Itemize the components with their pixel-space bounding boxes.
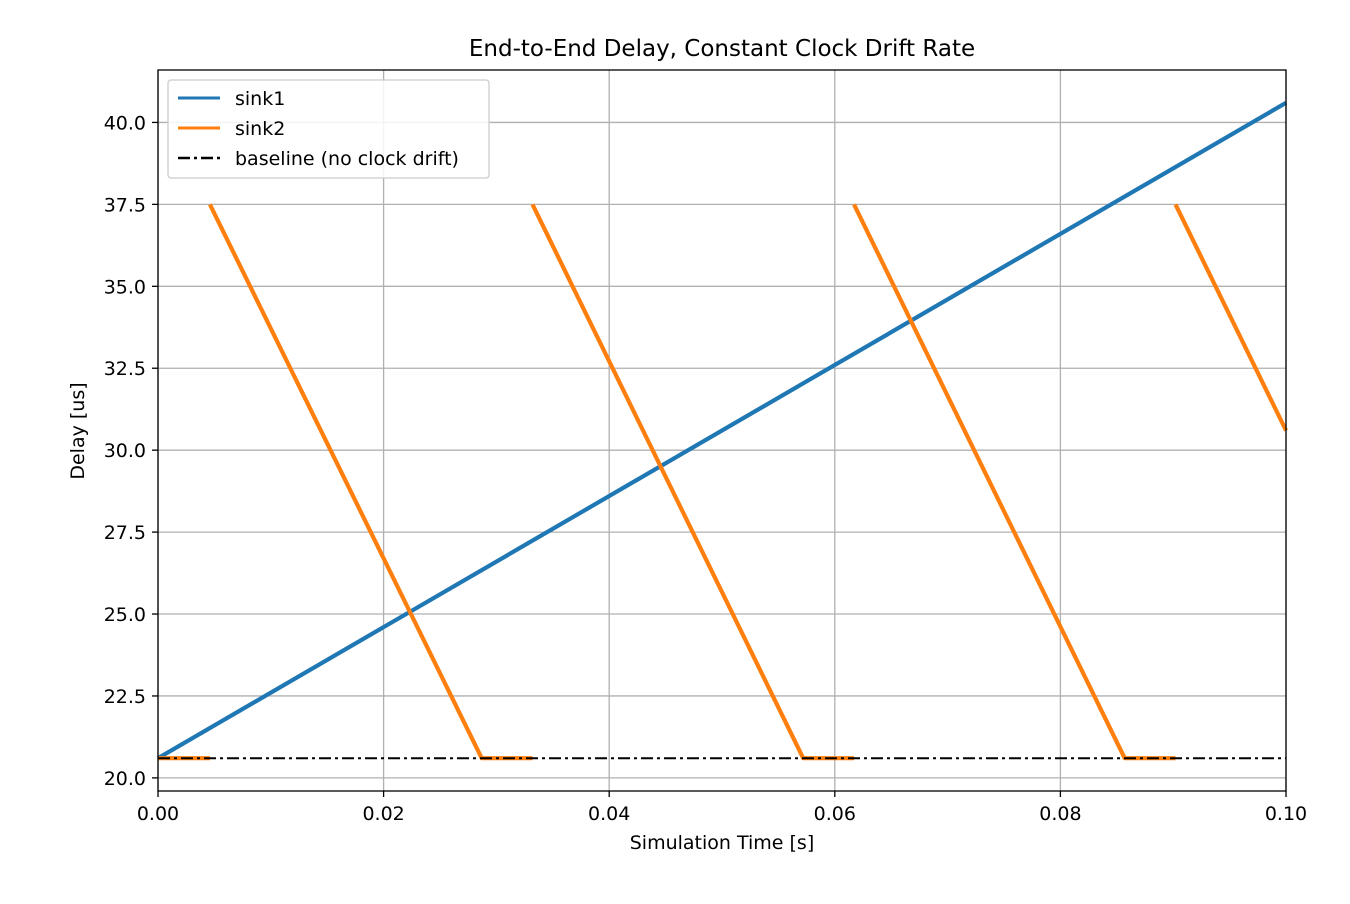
x-tick-label: 0.10 bbox=[1265, 803, 1307, 825]
legend-label-sink2: sink2 bbox=[235, 118, 285, 140]
x-tick-label: 0.04 bbox=[588, 803, 630, 825]
legend-label-sink1: sink1 bbox=[235, 88, 285, 110]
x-tick-label: 0.02 bbox=[362, 803, 404, 825]
x-tick-label: 0.06 bbox=[814, 803, 856, 825]
y-tick-label: 27.5 bbox=[104, 522, 146, 544]
x-axis-label: Simulation Time [s] bbox=[630, 832, 815, 854]
y-tick-label: 25.0 bbox=[104, 604, 146, 626]
chart-title: End-to-End Delay, Constant Clock Drift R… bbox=[469, 36, 975, 62]
legend: sink1 sink2 baseline (no clock drift) bbox=[167, 79, 490, 179]
x-tick-label: 0.08 bbox=[1039, 803, 1081, 825]
y-tick-label: 20.0 bbox=[104, 768, 146, 790]
legend-box bbox=[167, 79, 490, 179]
plot-area-frame bbox=[157, 69, 1287, 792]
y-tick-label: 32.5 bbox=[104, 358, 146, 380]
series-line-sink2-segment bbox=[1173, 203, 1288, 432]
y-tick-label: 22.5 bbox=[104, 686, 146, 708]
y-tick-label: 37.5 bbox=[104, 194, 146, 216]
y-tick-label: 40.0 bbox=[104, 112, 146, 134]
series-line-sink1 bbox=[156, 100, 1288, 761]
y-axis-label: Delay [us] bbox=[67, 382, 89, 479]
y-tick-label: 35.0 bbox=[104, 276, 146, 298]
legend-label-baseline-no-clock-drift: baseline (no clock drift) bbox=[235, 148, 459, 170]
x-tick-label: 0.00 bbox=[137, 803, 179, 825]
y-tick-label: 30.0 bbox=[104, 440, 146, 462]
